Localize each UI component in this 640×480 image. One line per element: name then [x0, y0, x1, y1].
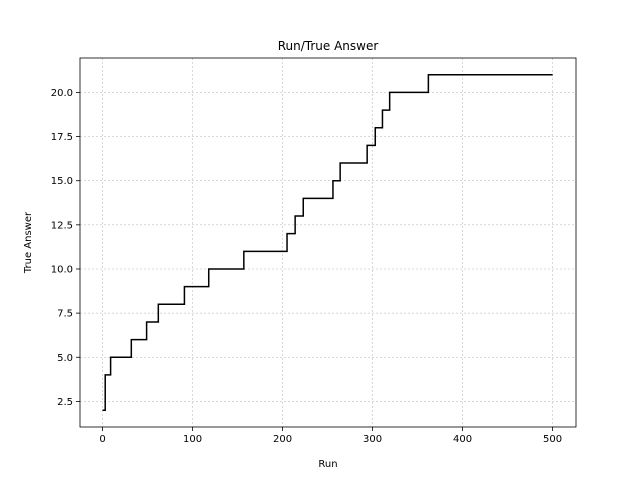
y-axis-label: True Answer	[23, 211, 34, 274]
y-tick-label: 15.0	[51, 176, 73, 187]
grid	[80, 58, 576, 427]
y-tick-label: 17.5	[51, 132, 73, 143]
y-tick-label: 2.5	[57, 397, 73, 408]
y-tick-label: 10.0	[51, 264, 73, 275]
x-tick-label: 0	[99, 434, 105, 445]
y-tick-label: 5.0	[57, 353, 73, 364]
x-tick-label: 300	[363, 434, 382, 445]
y-tick-label: 7.5	[57, 309, 73, 320]
x-tick-label: 200	[273, 434, 292, 445]
x-axis: 0 100 200 300 400 500	[99, 427, 562, 445]
plot-frame	[79, 57, 577, 428]
chart-title: Run/True Answer	[278, 39, 379, 53]
y-tick-label: 12.5	[51, 220, 73, 231]
y-axis: 2.5 5.0 7.5 10.0 12.5 15.0 17.5 20.0	[51, 88, 80, 408]
x-axis-label: Run	[318, 459, 337, 470]
x-tick-label: 100	[183, 434, 202, 445]
y-tick-label: 20.0	[51, 88, 73, 99]
x-tick-label: 500	[543, 434, 562, 445]
x-tick-label: 400	[453, 434, 472, 445]
series-line	[102, 74, 553, 411]
